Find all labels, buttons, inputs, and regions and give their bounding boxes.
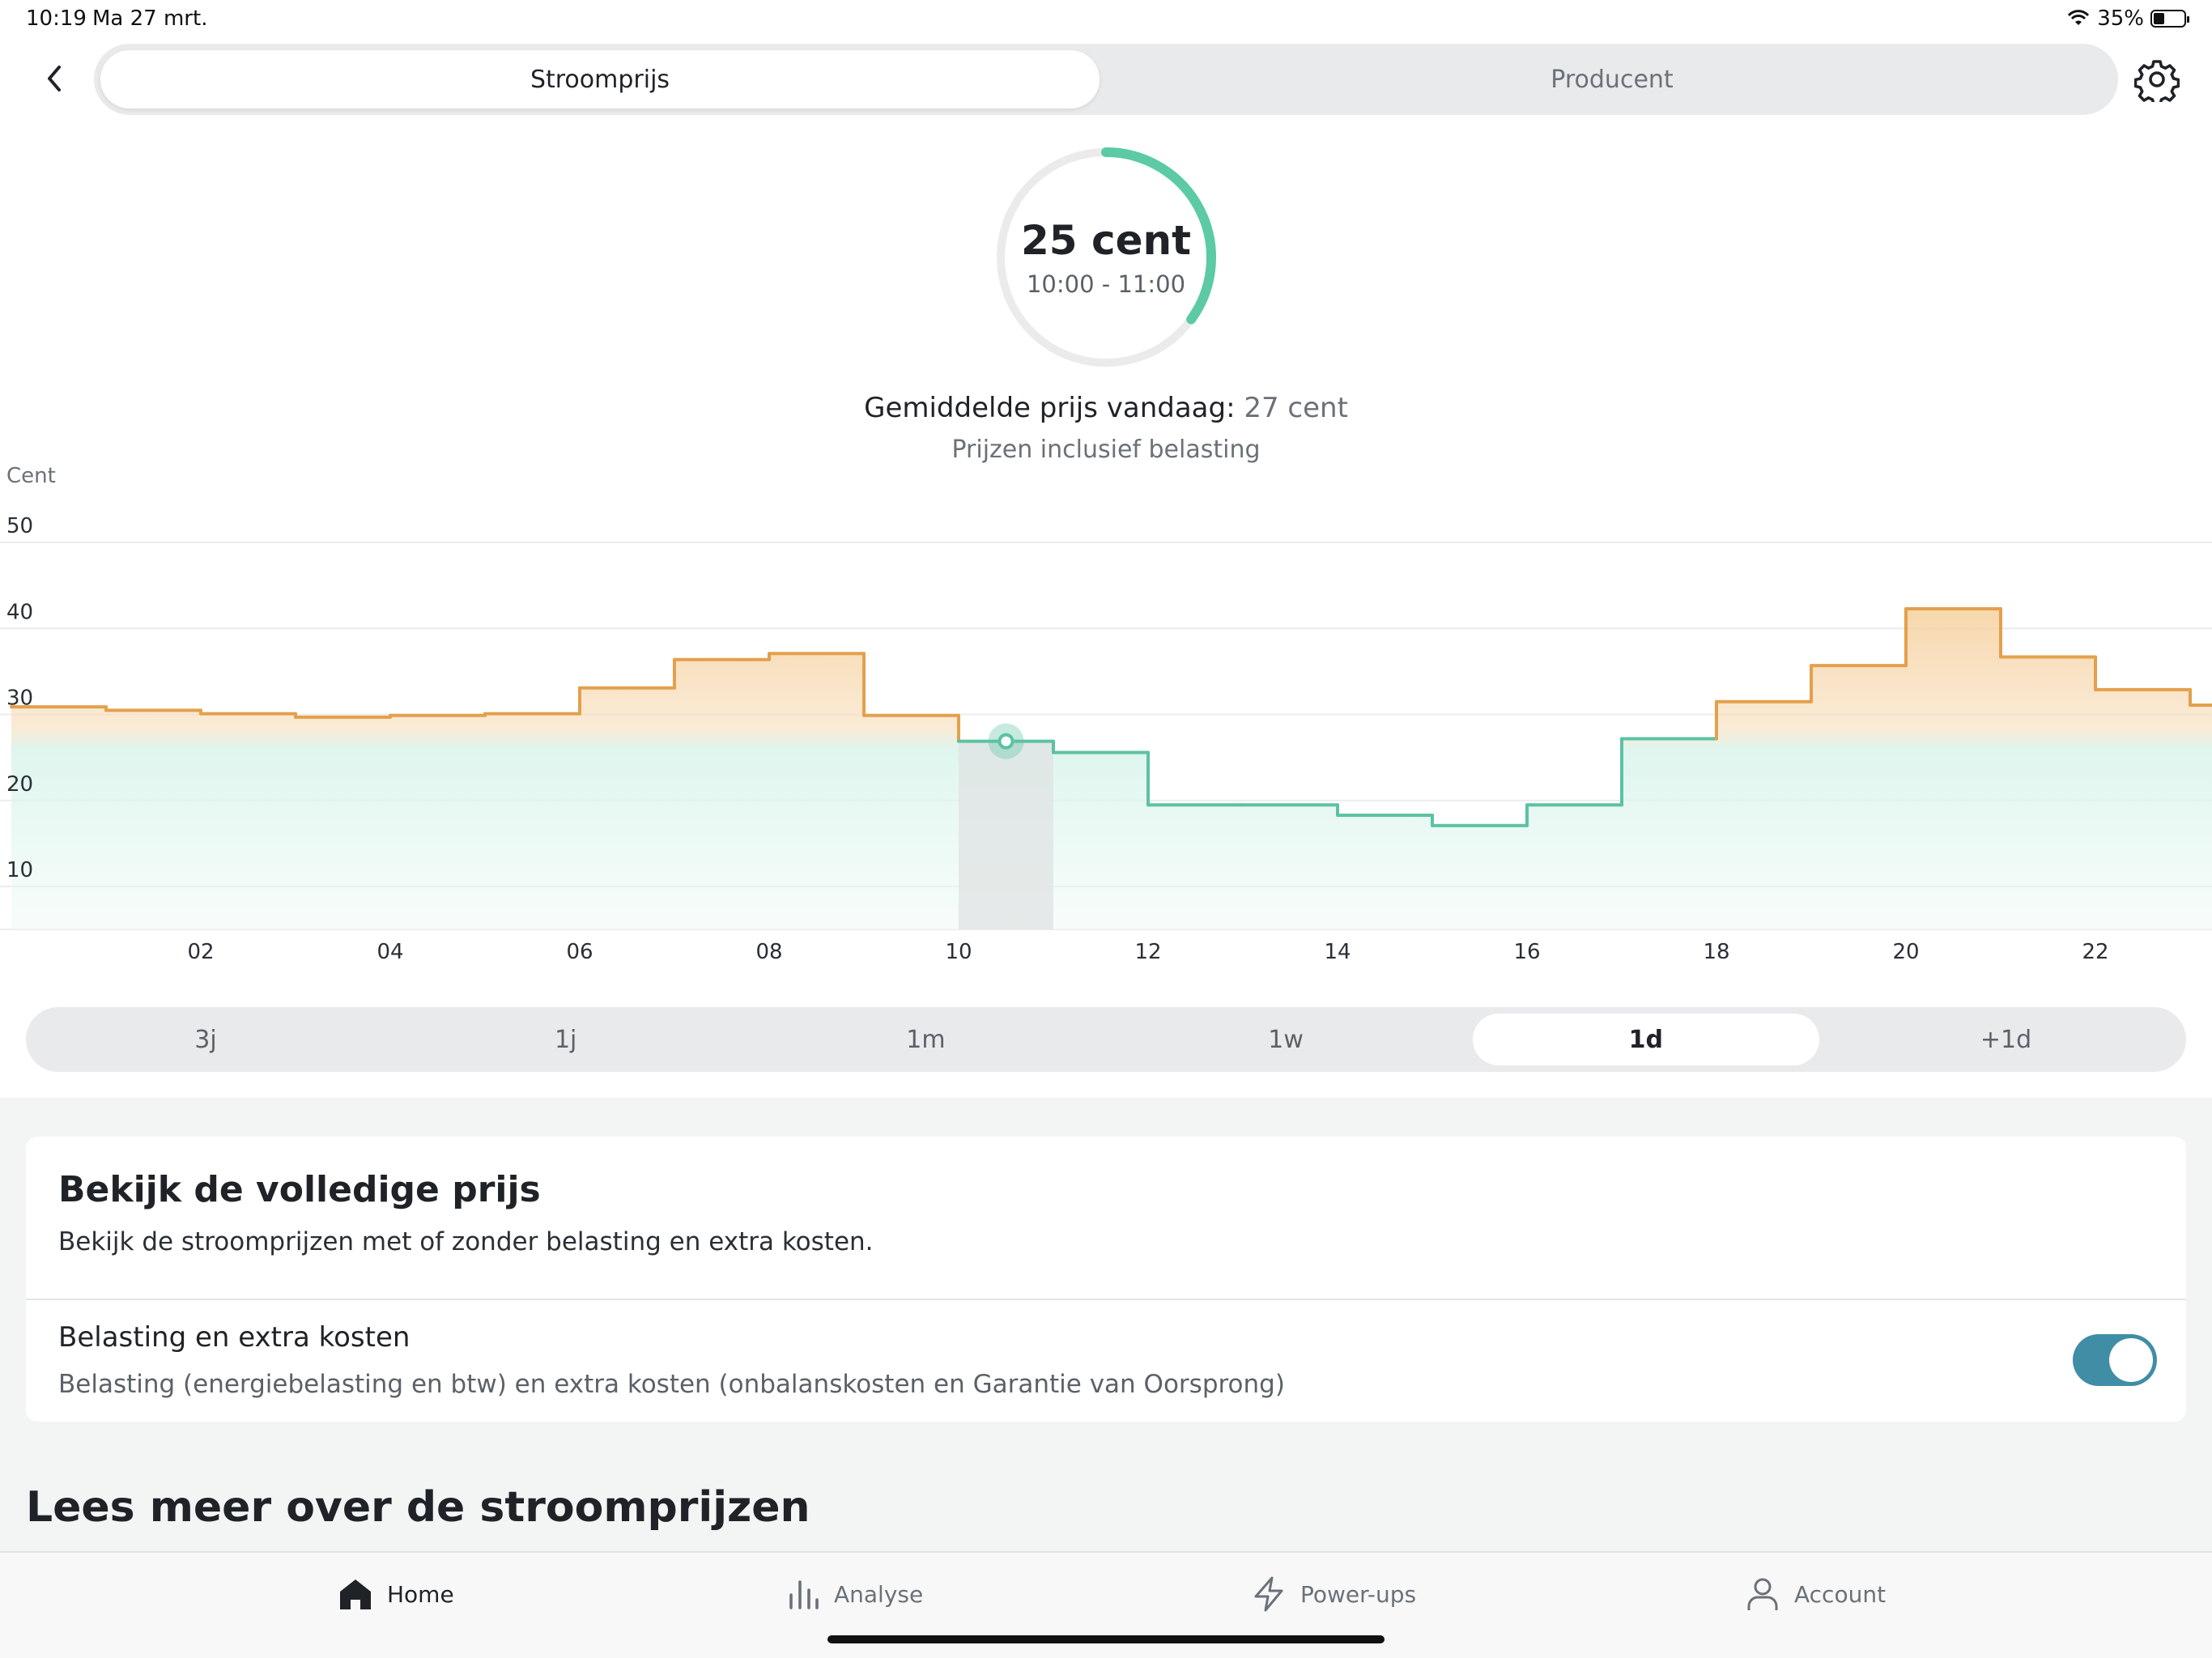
gauge-progress-arc [1101, 147, 1216, 325]
selected-hour-highlight [959, 741, 1053, 929]
range-tab-plus1d[interactable]: +1d [1980, 1025, 2032, 1054]
y-tick-label: 50 [6, 514, 33, 538]
tab-producent[interactable]: Producent [1551, 65, 1674, 94]
battery-percent: 35% [2097, 6, 2144, 31]
tab-account[interactable]: Account [1744, 1575, 1886, 1613]
chevron-left-icon [48, 66, 61, 91]
tax-note: Prijzen inclusief belasting [951, 436, 1261, 464]
range-tab-1j[interactable]: 1j [554, 1025, 577, 1054]
current-time-range: 10:00 - 11:00 [1026, 270, 1186, 298]
x-tick-label: 22 [2082, 940, 2108, 964]
y-axis-title: Cent [6, 464, 56, 488]
top-segmented-control: Stroomprijs Producent [94, 44, 2118, 115]
home-indicator [827, 1635, 1385, 1643]
average-price-value: 27 cent [1244, 392, 1348, 424]
average-price-label: Gemiddelde prijs vandaag: [864, 392, 1236, 424]
x-tick-label: 12 [1134, 940, 1161, 964]
tax-toggle-switch[interactable] [2073, 1334, 2157, 1386]
price-chart[interactable]: Cent 50 40 30 20 10 02 04 06 08 10 12 14 16 18 20 22 [0, 461, 2212, 980]
tab-power-ups-label: Power-ups [1300, 1580, 1417, 1608]
x-tick-label: 16 [1513, 940, 1540, 964]
status-date: Ma 27 mrt. [92, 6, 208, 31]
y-tick-label: 10 [6, 858, 33, 882]
settings-button[interactable] [2133, 57, 2180, 106]
y-tick-label: 30 [6, 687, 33, 711]
wifi-icon [2068, 10, 2090, 25]
x-tick-label: 02 [187, 940, 214, 964]
back-button[interactable] [34, 58, 74, 99]
lightning-icon [1254, 1576, 1283, 1612]
card-description: Bekijk de stroomprijzen met of zonder be… [58, 1227, 874, 1256]
tab-stroomprijs[interactable]: Stroomprijs [100, 50, 1100, 108]
x-tick-label: 14 [1324, 940, 1351, 964]
status-indicators: 35% [2066, 6, 2189, 31]
user-icon [1747, 1578, 1778, 1610]
x-tick-label: 10 [945, 940, 972, 964]
range-tab-1d[interactable]: 1d [1472, 1014, 1819, 1065]
x-tick-label: 04 [376, 940, 403, 964]
tab-account-label: Account [1794, 1580, 1887, 1608]
toggle-title: Belasting en extra kosten [58, 1321, 410, 1354]
x-tick-label: 08 [755, 940, 782, 964]
range-tab-3j[interactable]: 3j [194, 1025, 217, 1054]
price-gauge [997, 147, 1216, 367]
tab-home-label: Home [387, 1580, 454, 1608]
current-price: 25 cent [1020, 217, 1192, 264]
tab-power-ups[interactable]: Power-ups [1250, 1575, 1416, 1613]
home-icon [340, 1579, 371, 1609]
tab-analyse[interactable]: Analyse [784, 1575, 923, 1613]
average-price-line: Gemiddelde prijs vandaag: 27 cent [0, 392, 2212, 424]
x-tick-label: 20 [1892, 940, 1919, 964]
status-time: 10:19 [26, 6, 87, 31]
battery-level [2154, 13, 2164, 24]
toggle-knob [2109, 1338, 2153, 1382]
selected-point[interactable] [998, 733, 1015, 750]
range-segmented-control: 3j 1j 1m 1w 1d +1d [26, 1007, 2186, 1072]
y-tick-label: 20 [6, 772, 33, 797]
bar-chart-icon [789, 1580, 819, 1609]
battery-icon [2150, 10, 2189, 28]
range-tab-1w[interactable]: 1w [1268, 1025, 1304, 1054]
tab-home[interactable]: Home [337, 1575, 454, 1613]
card-title: Bekijk de volledige prijs [58, 1169, 541, 1210]
gear-icon [2133, 60, 2180, 106]
read-more-heading[interactable]: Lees meer over de stroomprijzen [26, 1483, 810, 1532]
tab-analyse-label: Analyse [834, 1580, 924, 1608]
full-price-card: Bekijk de volledige prijs Bekijk de stro… [26, 1137, 2186, 1422]
toggle-description: Belasting (energiebelasting en btw) en e… [58, 1370, 1285, 1399]
card-divider [26, 1299, 2186, 1300]
x-tick-label: 18 [1703, 940, 1729, 964]
price-area-fill [11, 609, 2212, 929]
x-tick-label: 06 [566, 940, 593, 964]
y-tick-label: 40 [6, 600, 33, 624]
range-tab-1m[interactable]: 1m [906, 1025, 946, 1054]
